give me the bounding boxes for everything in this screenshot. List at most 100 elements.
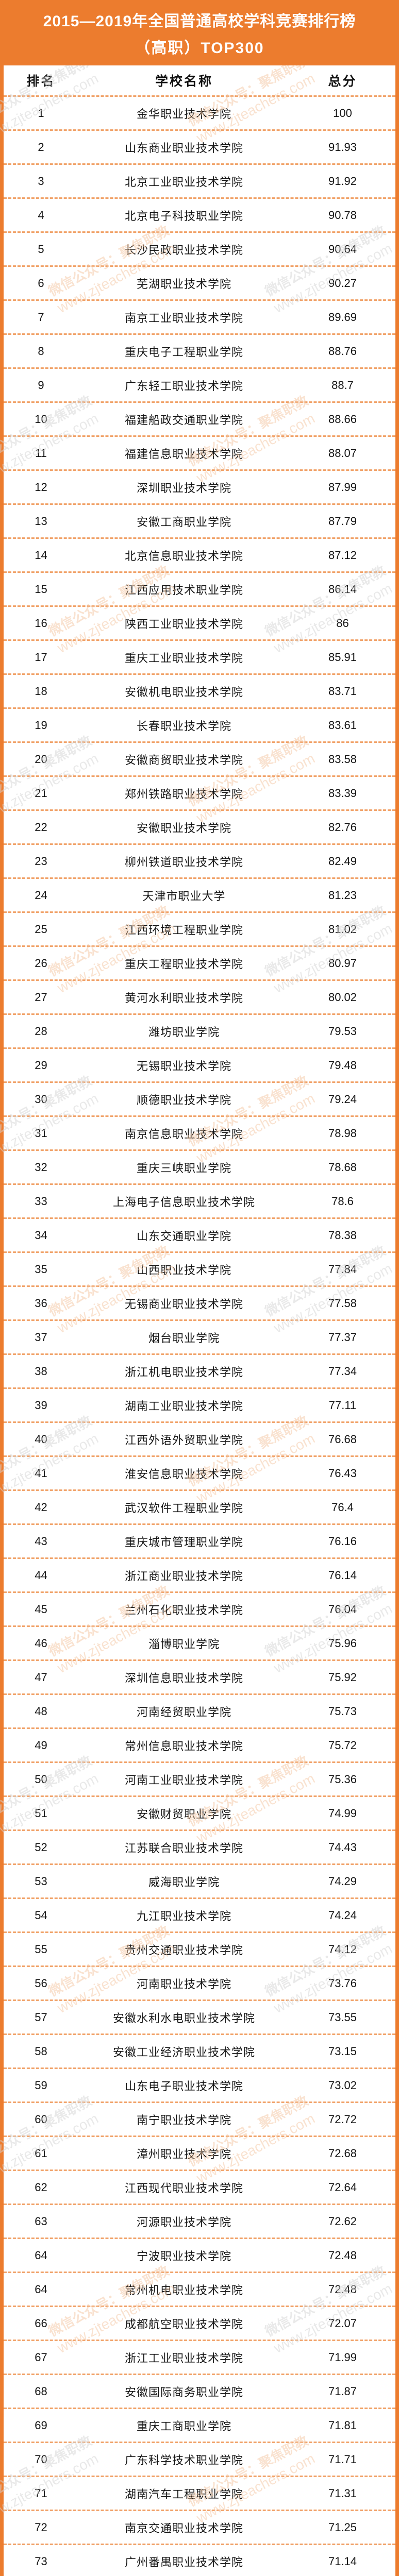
school-cell: 贵州交通职业技术学院 bbox=[124, 1943, 243, 1957]
table-row: 51 安徽财贸职业学院 74.99 bbox=[4, 1797, 395, 1831]
score-cell: 74.29 bbox=[328, 1874, 357, 1888]
school-cell: 重庆城市管理职业学院 bbox=[124, 1535, 243, 1549]
title-banner: 2015—2019年全国普通高校学科竞赛排行榜 （高职）TOP300 bbox=[0, 0, 399, 65]
table-row: 25 江西环境工程职业学院 81.02 bbox=[4, 913, 395, 947]
school-cell: 长春职业技术学院 bbox=[136, 719, 231, 733]
rank-cell: 9 bbox=[38, 378, 44, 392]
score-cell: 90.78 bbox=[328, 208, 357, 222]
score-cell: 72.72 bbox=[328, 2112, 357, 2126]
score-cell: 76.4 bbox=[331, 1500, 354, 1514]
score-cell: 72.48 bbox=[328, 2282, 357, 2296]
school-cell: 江苏联合职业技术学院 bbox=[124, 1841, 243, 1855]
score-cell: 88.76 bbox=[328, 344, 357, 358]
rank-cell: 26 bbox=[35, 956, 47, 970]
school-cell: 广东科学技术职业学院 bbox=[124, 2453, 243, 2467]
table-row: 19 长春职业技术学院 83.61 bbox=[4, 709, 395, 743]
school-cell: 天津市职业大学 bbox=[142, 889, 226, 903]
table-row: 63 河源职业技术学院 72.62 bbox=[4, 2205, 395, 2239]
school-cell: 北京工业职业技术学院 bbox=[124, 175, 243, 189]
score-cell: 77.84 bbox=[328, 1262, 357, 1276]
table-row: 22 安徽职业技术学院 82.76 bbox=[4, 811, 395, 845]
score-cell: 91.92 bbox=[328, 174, 357, 188]
table-row: 52 江苏联合职业技术学院 74.43 bbox=[4, 1831, 395, 1865]
page-title-line1: 2015—2019年全国普通高校学科竞赛排行榜 bbox=[43, 13, 356, 30]
rank-cell: 5 bbox=[38, 242, 44, 256]
rank-cell: 71 bbox=[35, 2486, 47, 2500]
rank-cell: 42 bbox=[35, 1500, 47, 1514]
score-cell: 91.93 bbox=[328, 140, 357, 154]
rank-cell: 3 bbox=[38, 174, 44, 188]
score-cell: 81.02 bbox=[328, 922, 357, 936]
score-cell: 88.66 bbox=[328, 412, 357, 426]
table-row: 69 重庆工商职业学院 71.81 bbox=[4, 2409, 395, 2443]
column-header-school: 学校名称 bbox=[155, 74, 213, 89]
school-cell: 广东轻工职业技术学院 bbox=[124, 379, 243, 393]
score-cell: 73.15 bbox=[328, 2044, 357, 2058]
table-row: 46 淄博职业学院 75.96 bbox=[4, 1627, 395, 1661]
score-cell: 83.58 bbox=[328, 752, 357, 766]
school-cell: 陕西工业职业技术学院 bbox=[124, 617, 243, 631]
score-cell: 72.64 bbox=[328, 2180, 357, 2194]
rank-cell: 51 bbox=[35, 1806, 47, 1820]
school-cell: 宁波职业技术学院 bbox=[136, 2249, 231, 2263]
table-row: 7 南京工业职业技术学院 89.69 bbox=[4, 301, 395, 335]
table-row: 70 广东科学技术职业学院 71.71 bbox=[4, 2443, 395, 2477]
score-cell: 76.68 bbox=[328, 1432, 357, 1446]
school-cell: 广州番禺职业技术学院 bbox=[124, 2555, 243, 2569]
score-cell: 80.02 bbox=[328, 990, 357, 1004]
table-row: 58 安徽工业经济职业技术学院 73.15 bbox=[4, 2035, 395, 2069]
school-cell: 江西外语外贸职业学院 bbox=[124, 1433, 243, 1447]
score-cell: 90.27 bbox=[328, 276, 357, 290]
score-cell: 72.62 bbox=[328, 2214, 357, 2228]
school-cell: 江西应用技术职业学院 bbox=[124, 583, 243, 597]
table-row: 4 北京电子科技职业学院 90.78 bbox=[4, 199, 395, 233]
table-row: 73 广州番禺职业技术学院 71.14 bbox=[4, 2545, 395, 2576]
score-cell: 76.16 bbox=[328, 1534, 357, 1548]
table-row: 50 河南工业职业技术学院 75.36 bbox=[4, 1763, 395, 1797]
table-row: 26 重庆工程职业技术学院 80.97 bbox=[4, 947, 395, 981]
school-cell: 无锡职业技术学院 bbox=[136, 1059, 231, 1073]
score-cell: 71.25 bbox=[328, 2520, 357, 2534]
school-cell: 河南经贸职业学院 bbox=[136, 1705, 231, 1719]
table-row: 14 北京信息职业技术学院 87.12 bbox=[4, 539, 395, 573]
rank-cell: 55 bbox=[35, 1942, 47, 1956]
school-cell: 重庆工程职业技术学院 bbox=[124, 957, 243, 971]
score-cell: 71.99 bbox=[328, 2350, 357, 2364]
table-row: 55 贵州交通职业技术学院 74.12 bbox=[4, 1933, 395, 1967]
school-cell: 芜湖职业技术学院 bbox=[136, 277, 231, 291]
rank-cell: 60 bbox=[35, 2112, 47, 2126]
school-cell: 威海职业学院 bbox=[148, 1875, 220, 1889]
school-cell: 南宁职业技术学院 bbox=[136, 2113, 231, 2127]
table-row: 66 成都航空职业技术学院 72.07 bbox=[4, 2307, 395, 2341]
school-cell: 深圳职业技术学院 bbox=[136, 481, 231, 495]
score-cell: 77.37 bbox=[328, 1330, 357, 1344]
school-cell: 南京信息职业技术学院 bbox=[124, 1127, 243, 1141]
school-cell: 浙江工业职业技术学院 bbox=[124, 2351, 243, 2365]
school-cell: 兰州石化职业技术学院 bbox=[124, 1603, 243, 1617]
rank-cell: 2 bbox=[38, 140, 44, 154]
rank-cell: 25 bbox=[35, 922, 47, 936]
rank-cell: 38 bbox=[35, 1364, 47, 1378]
score-cell: 81.23 bbox=[328, 888, 357, 902]
score-cell: 74.12 bbox=[328, 1942, 357, 1956]
score-cell: 72.48 bbox=[328, 2248, 357, 2262]
rank-cell: 10 bbox=[35, 412, 47, 426]
score-cell: 83.39 bbox=[328, 786, 357, 800]
rank-cell: 56 bbox=[35, 1976, 47, 1990]
school-cell: 安徽财贸职业学院 bbox=[136, 1807, 231, 1821]
score-cell: 74.24 bbox=[328, 1908, 357, 1922]
school-cell: 福建信息职业技术学院 bbox=[124, 447, 243, 461]
rank-cell: 4 bbox=[38, 208, 44, 222]
score-cell: 71.71 bbox=[328, 2452, 357, 2466]
table-row: 18 安徽机电职业技术学院 83.71 bbox=[4, 675, 395, 709]
table-row: 47 深圳信息职业技术学院 75.92 bbox=[4, 1661, 395, 1695]
table-row: 37 烟台职业学院 77.37 bbox=[4, 1321, 395, 1355]
school-cell: 重庆工业职业技术学院 bbox=[124, 651, 243, 665]
school-cell: 安徽机电职业技术学院 bbox=[124, 685, 243, 699]
score-cell: 88.07 bbox=[328, 446, 357, 460]
school-cell: 安徽国际商务职业学院 bbox=[124, 2385, 243, 2399]
rank-cell: 8 bbox=[38, 344, 44, 358]
score-cell: 77.58 bbox=[328, 1296, 357, 1310]
school-cell: 北京信息职业技术学院 bbox=[124, 549, 243, 563]
